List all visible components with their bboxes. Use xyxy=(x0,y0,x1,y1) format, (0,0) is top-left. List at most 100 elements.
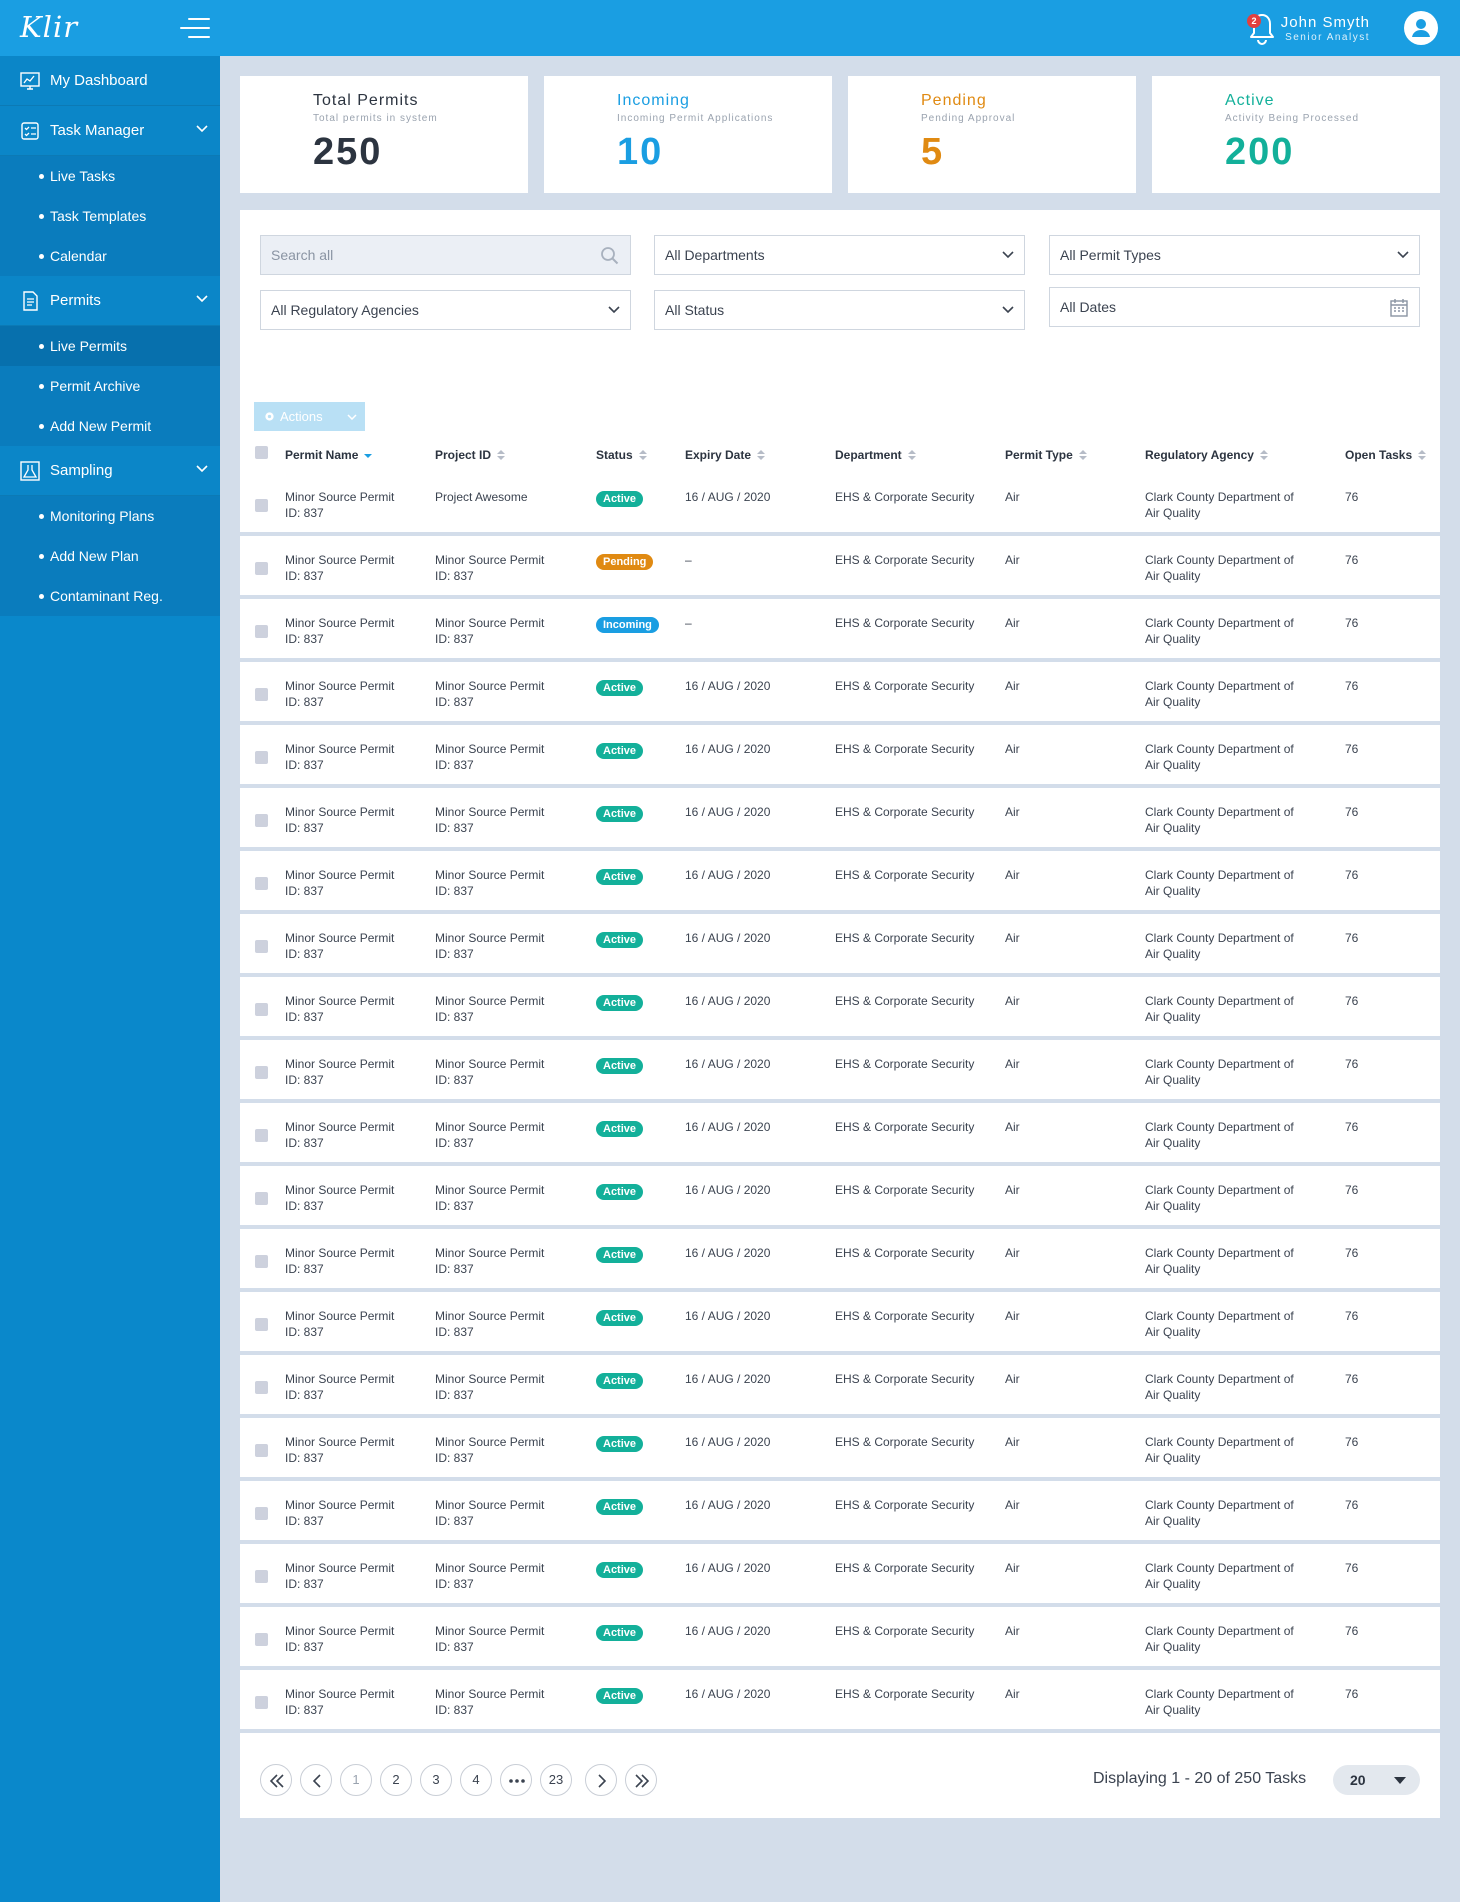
table-row[interactable]: Minor Source Permit ID: 837 Minor Source P… xyxy=(240,1170,1440,1229)
avatar[interactable] xyxy=(1404,11,1438,45)
row-checkbox[interactable] xyxy=(255,499,268,512)
table-row[interactable]: Minor Source Permit ID: 837 Minor Source P… xyxy=(240,1359,1440,1418)
row-checkbox[interactable] xyxy=(255,688,268,701)
table-row[interactable]: Minor Source Permit ID: 837 Project Awesom… xyxy=(240,477,1440,536)
last-page-button[interactable] xyxy=(625,1764,657,1796)
table-row[interactable]: Minor Source Permit ID: 837 Minor Source P… xyxy=(240,1044,1440,1103)
table-row[interactable]: Minor Source Permit ID: 837 Minor Source P… xyxy=(240,1548,1440,1607)
table-row[interactable]: Minor Source Permit ID: 837 Minor Source P… xyxy=(240,1107,1440,1166)
permit-name-cell[interactable]: Minor Source Permit ID: 837 xyxy=(285,552,394,584)
row-checkbox[interactable] xyxy=(255,1129,268,1142)
first-page-button[interactable] xyxy=(260,1764,292,1796)
permit-name-cell[interactable]: Minor Source Permit ID: 837 xyxy=(285,1686,394,1718)
column-header-regulatory-agency[interactable]: Regulatory Agency xyxy=(1145,448,1268,462)
page-button-2[interactable]: 2 xyxy=(380,1764,412,1796)
row-checkbox[interactable] xyxy=(255,625,268,638)
search-input[interactable]: Search all xyxy=(260,235,631,275)
departments-select[interactable]: All Departments xyxy=(654,235,1025,275)
sidebar-item-task-manager[interactable]: Task Manager xyxy=(0,106,220,156)
stat-card-active[interactable]: Active Activity Being Processed 200 xyxy=(1152,76,1440,193)
column-header-open-tasks[interactable]: Open Tasks xyxy=(1345,448,1427,462)
row-checkbox[interactable] xyxy=(255,1444,268,1457)
row-checkbox[interactable] xyxy=(255,1066,268,1079)
table-row[interactable]: Minor Source Permit ID: 837 Minor Source P… xyxy=(240,1233,1440,1292)
page-button-23[interactable]: 23 xyxy=(540,1764,572,1796)
permit-name-cell[interactable]: Minor Source Permit ID: 837 xyxy=(285,993,394,1025)
permit-name-cell[interactable]: Minor Source Permit ID: 837 xyxy=(285,1371,394,1403)
row-checkbox[interactable] xyxy=(255,940,268,953)
permit-name-cell[interactable]: Minor Source Permit ID: 837 xyxy=(285,1560,394,1592)
sidebar-item-add-new-plan[interactable]: Add New Plan xyxy=(0,536,220,576)
sidebar-item-contaminant-reg[interactable]: Contaminant Reg. xyxy=(0,576,220,616)
user-name[interactable]: John Smyth xyxy=(1280,14,1370,31)
sidebar-item-sampling[interactable]: Sampling xyxy=(0,446,220,496)
sidebar-item-live-permits[interactable]: Live Permits xyxy=(0,326,220,366)
column-header-project-id[interactable]: Project ID xyxy=(435,448,506,462)
app-logo[interactable]: Klir xyxy=(20,10,79,44)
sidebar-item-calendar[interactable]: Calendar xyxy=(0,236,220,276)
table-row[interactable]: Minor Source Permit ID: 837 Minor Source P… xyxy=(240,918,1440,977)
row-checkbox[interactable] xyxy=(255,1633,268,1646)
table-row[interactable]: Minor Source Permit ID: 837 Minor Source P… xyxy=(240,981,1440,1040)
permit-name-cell[interactable]: Minor Source Permit ID: 837 xyxy=(285,1497,394,1529)
page-size-select[interactable]: 20 xyxy=(1333,1765,1420,1795)
more-pages-button[interactable] xyxy=(500,1764,532,1796)
column-header-expiry-date[interactable]: Expiry Date xyxy=(685,448,766,462)
permit-name-cell[interactable]: Minor Source Permit ID: 837 xyxy=(285,1182,394,1214)
permit-name-cell[interactable]: Minor Source Permit ID: 837 xyxy=(285,741,394,773)
table-row[interactable]: Minor Source Permit ID: 837 Minor Source P… xyxy=(240,666,1440,725)
table-row[interactable]: Minor Source Permit ID: 837 Minor Source P… xyxy=(240,792,1440,851)
stat-card-incoming[interactable]: Incoming Incoming Permit Applications 10 xyxy=(544,76,832,193)
sidebar-item-permits[interactable]: Permits xyxy=(0,276,220,326)
next-page-button[interactable] xyxy=(585,1764,617,1796)
table-row[interactable]: Minor Source Permit ID: 837 Minor Source P… xyxy=(240,855,1440,914)
row-checkbox[interactable] xyxy=(255,1507,268,1520)
table-row[interactable]: Minor Source Permit ID: 837 Minor Source P… xyxy=(240,1422,1440,1481)
permit-name-cell[interactable]: Minor Source Permit ID: 837 xyxy=(285,804,394,836)
column-header-status[interactable]: Status xyxy=(596,448,647,462)
sidebar-item-add-new-permit[interactable]: Add New Permit xyxy=(0,406,220,446)
page-button-4[interactable]: 4 xyxy=(460,1764,492,1796)
row-checkbox[interactable] xyxy=(255,1570,268,1583)
row-checkbox[interactable] xyxy=(255,1381,268,1394)
page-button-1[interactable]: 1 xyxy=(340,1764,372,1796)
table-row[interactable]: Minor Source Permit ID: 837 Minor Source P… xyxy=(240,1485,1440,1544)
permit-name-cell[interactable]: Minor Source Permit ID: 837 xyxy=(285,489,394,521)
page-button-3[interactable]: 3 xyxy=(420,1764,452,1796)
status-select[interactable]: All Status xyxy=(654,290,1025,330)
permit-name-cell[interactable]: Minor Source Permit ID: 837 xyxy=(285,1623,394,1655)
row-checkbox[interactable] xyxy=(255,1318,268,1331)
row-checkbox[interactable] xyxy=(255,1696,268,1709)
column-header-permit-type[interactable]: Permit Type xyxy=(1005,448,1087,462)
select-all-checkbox[interactable] xyxy=(255,446,268,459)
row-checkbox[interactable] xyxy=(255,1192,268,1205)
sidebar-item-live-tasks[interactable]: Live Tasks xyxy=(0,156,220,196)
column-header-permit-name[interactable]: Permit Name xyxy=(285,448,373,462)
permit-name-cell[interactable]: Minor Source Permit ID: 837 xyxy=(285,615,394,647)
dates-picker[interactable]: All Dates xyxy=(1049,287,1420,327)
permit-name-cell[interactable]: Minor Source Permit ID: 837 xyxy=(285,1245,394,1277)
table-row[interactable]: Minor Source Permit ID: 837 Minor Source P… xyxy=(240,1674,1440,1733)
row-checkbox[interactable] xyxy=(255,814,268,827)
prev-page-button[interactable] xyxy=(300,1764,332,1796)
permit-name-cell[interactable]: Minor Source Permit ID: 837 xyxy=(285,930,394,962)
table-row[interactable]: Minor Source Permit ID: 837 Minor Source P… xyxy=(240,540,1440,599)
row-checkbox[interactable] xyxy=(255,1255,268,1268)
table-row[interactable]: Minor Source Permit ID: 837 Minor Source P… xyxy=(240,1611,1440,1670)
row-checkbox[interactable] xyxy=(255,751,268,764)
table-row[interactable]: Minor Source Permit ID: 837 Minor Source P… xyxy=(240,603,1440,662)
stat-card-total[interactable]: Total Permits Total permits in system 25… xyxy=(240,76,528,193)
table-row[interactable]: Minor Source Permit ID: 837 Minor Source P… xyxy=(240,1296,1440,1355)
sidebar-item-permit-archive[interactable]: Permit Archive xyxy=(0,366,220,406)
sidebar-item-dashboard[interactable]: My Dashboard xyxy=(0,56,220,106)
sidebar-item-monitoring-plans[interactable]: Monitoring Plans xyxy=(0,496,220,536)
row-checkbox[interactable] xyxy=(255,877,268,890)
permit-name-cell[interactable]: Minor Source Permit ID: 837 xyxy=(285,1308,394,1340)
permit-name-cell[interactable]: Minor Source Permit ID: 837 xyxy=(285,1119,394,1151)
regulatory-agencies-select[interactable]: All Regulatory Agencies xyxy=(260,290,631,330)
permit-name-cell[interactable]: Minor Source Permit ID: 837 xyxy=(285,1056,394,1088)
row-checkbox[interactable] xyxy=(255,1003,268,1016)
permit-name-cell[interactable]: Minor Source Permit ID: 837 xyxy=(285,867,394,899)
actions-button[interactable]: Actions xyxy=(254,402,365,431)
permit-name-cell[interactable]: Minor Source Permit ID: 837 xyxy=(285,1434,394,1466)
